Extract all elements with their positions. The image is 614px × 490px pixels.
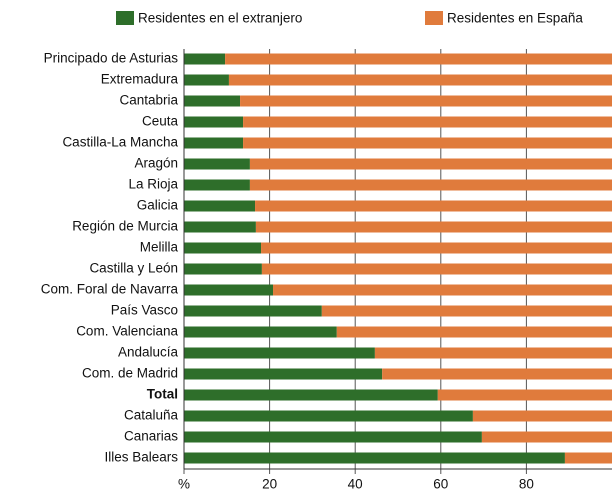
y-tick-label: Aragón [134,156,178,171]
y-tick-label: Canarias [124,429,178,444]
bar-segment [249,158,613,170]
bar-segment [321,305,612,317]
y-tick-label: Andalucía [118,345,179,360]
x-tick-label: 60 [433,477,448,490]
bar-segment [184,158,250,170]
bar-segment [184,305,322,317]
bar-segment [437,389,612,401]
y-tick-label: País Vasco [111,303,178,318]
bar-segment [261,242,612,254]
bar-segment [184,368,383,380]
x-tick-label: 40 [348,477,363,490]
y-tick-label: Castilla y León [89,261,178,276]
bar-segment [184,452,565,464]
y-tick-label: Com. Foral de Navarra [41,282,179,297]
bar-segment [184,389,438,401]
bar-segment [240,95,612,107]
bar-segment [374,347,612,359]
y-tick-label: Com. de Madrid [82,366,178,381]
bar-segment [225,53,612,65]
bar-segment [184,137,244,149]
y-tick-label: Extremadura [101,72,179,87]
legend-label: Residentes en el extranjero [138,11,302,26]
y-tick-label: Illes Balears [104,450,178,465]
bar-segment [184,200,256,212]
bar-segment [184,74,229,86]
bar-segment [261,263,612,275]
x-tick-label: % [178,477,190,490]
y-tick-label: Galicia [137,198,179,213]
bar-segment [184,95,241,107]
bar-segment [249,179,613,191]
bar-segment [243,137,612,149]
y-tick-label: Cantabria [119,93,178,108]
y-tick-label: Melilla [140,240,179,255]
bar-segment [243,116,612,128]
bar-segment [184,347,375,359]
bar-segment [184,53,226,65]
bar-segment [184,326,337,338]
bar-segment [184,431,482,443]
bar-segment [336,326,612,338]
y-tick-label: La Rioja [128,177,178,192]
legend-swatch [425,11,443,25]
bar-segment [472,410,612,422]
bar-segment [184,242,262,254]
x-tick-label: 80 [519,477,534,490]
y-tick-label: Castilla-La Mancha [62,135,178,150]
bar-segment [184,116,244,128]
bar-segment [564,452,612,464]
legend-swatch [116,11,134,25]
bar-segment [184,284,274,296]
bar-segment [184,263,262,275]
bar-segment [228,74,612,86]
y-tick-label: Total [147,387,178,402]
bar-segment [255,221,613,233]
bar-segment [481,431,612,443]
y-tick-label: Cataluña [124,408,179,423]
bar-segment [184,221,256,233]
bar-segment [184,179,250,191]
y-tick-label: Región de Murcia [72,219,178,234]
x-tick-label: 20 [262,477,277,490]
bar-segment [255,200,612,212]
y-tick-label: Com. Valenciana [76,324,178,339]
y-tick-label: Principado de Asturias [44,51,179,66]
bar-segment [184,410,473,422]
bar-segment [382,368,612,380]
y-tick-label: Ceuta [142,114,179,129]
bar-segment [273,284,612,296]
legend-label: Residentes en España [447,11,583,26]
